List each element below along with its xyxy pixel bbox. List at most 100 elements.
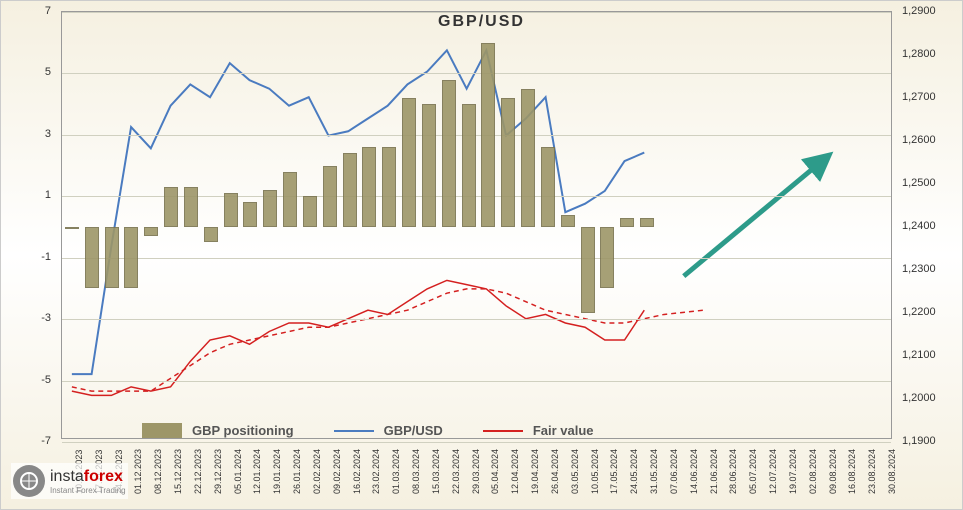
positioning-bar	[144, 227, 158, 236]
x-tick: 09.02.2024	[332, 449, 342, 494]
y-tick-left: 5	[26, 66, 51, 78]
x-tick: 10.05.2024	[590, 449, 600, 494]
legend-item-positioning: GBP positioning	[142, 423, 294, 438]
x-tick: 28.06.2024	[728, 449, 738, 494]
x-tick: 05.01.2024	[233, 449, 243, 494]
positioning-bar	[462, 104, 476, 227]
x-tick: 29.03.2024	[471, 449, 481, 494]
positioning-bar	[65, 227, 79, 229]
positioning-bar	[263, 190, 277, 227]
x-tick: 01.03.2024	[391, 449, 401, 494]
y-tick-left: -1	[26, 251, 51, 263]
y-tick-left: -5	[26, 374, 51, 386]
y-tick-right: 1,1900	[902, 435, 936, 447]
x-tick: 02.02.2024	[312, 449, 322, 494]
x-tick: 14.06.2024	[689, 449, 699, 494]
y-tick-left: 1	[26, 189, 51, 201]
x-tick: 12.01.2024	[252, 449, 262, 494]
positioning-bar	[640, 218, 654, 227]
y-tick-left: -7	[26, 435, 51, 447]
y-tick-right: 1,2700	[902, 91, 936, 103]
gridline	[62, 135, 891, 136]
x-tick: 08.12.2023	[153, 449, 163, 494]
positioning-bar	[343, 153, 357, 227]
positioning-bar	[422, 104, 436, 227]
positioning-bar	[382, 147, 396, 227]
x-tick: 08.03.2024	[411, 449, 421, 494]
y-tick-right: 1,2500	[902, 177, 936, 189]
x-tick: 07.06.2024	[669, 449, 679, 494]
legend-label: Fair value	[533, 423, 594, 438]
legend-item-fair_value: Fair value	[483, 423, 594, 438]
y-tick-right: 1,2000	[902, 392, 936, 404]
y-axis-right: 1,19001,20001,21001,22001,23001,24001,25…	[897, 11, 947, 439]
logo-text: instaforex	[50, 468, 126, 486]
logo-brand-2: forex	[84, 468, 123, 485]
positioning-bar	[362, 147, 376, 227]
y-tick-left: 3	[26, 128, 51, 140]
x-tick: 29.12.2023	[213, 449, 223, 494]
legend-swatch	[142, 423, 182, 438]
x-tick: 09.08.2024	[828, 449, 838, 494]
forecast-arrow	[684, 161, 822, 276]
positioning-bar	[442, 80, 456, 227]
legend-label: GBP positioning	[192, 423, 294, 438]
y-tick-right: 1,2100	[902, 349, 936, 361]
positioning-bar	[323, 166, 337, 227]
chart-container: GBP positioningGBP/USDFair value	[61, 11, 892, 439]
x-tick: 26.01.2024	[292, 449, 302, 494]
x-tick: 05.04.2024	[490, 449, 500, 494]
positioning-bar	[501, 98, 515, 227]
positioning-bar	[600, 227, 614, 288]
logo: instaforex Instant Forex Trading	[11, 463, 128, 499]
x-tick: 15.12.2023	[173, 449, 183, 494]
x-tick: 26.04.2024	[550, 449, 560, 494]
legend-swatch	[334, 430, 374, 432]
plot-area	[62, 12, 891, 438]
x-tick: 05.07.2024	[748, 449, 758, 494]
gridline	[62, 381, 891, 382]
positioning-bar	[124, 227, 138, 288]
x-tick: 16.08.2024	[847, 449, 857, 494]
legend: GBP positioningGBP/USDFair value	[142, 423, 594, 438]
y-tick-right: 1,2400	[902, 220, 936, 232]
positioning-bar	[105, 227, 119, 288]
legend-swatch	[483, 430, 523, 432]
y-tick-right: 1,2900	[902, 5, 936, 17]
positioning-bar	[243, 202, 257, 227]
x-tick: 21.06.2024	[709, 449, 719, 494]
gridline	[62, 73, 891, 74]
y-axis-left: -7-5-3-11357	[26, 11, 56, 439]
positioning-bar	[521, 89, 535, 227]
positioning-bar	[283, 172, 297, 227]
logo-tagline: Instant Forex Trading	[50, 486, 126, 495]
x-tick: 17.05.2024	[609, 449, 619, 494]
logo-text-wrap: instaforex Instant Forex Trading	[50, 468, 126, 495]
positioning-bar	[402, 98, 416, 227]
x-tick: 16.02.2024	[352, 449, 362, 494]
positioning-bar	[581, 227, 595, 313]
positioning-bar	[561, 215, 575, 227]
x-tick: 22.03.2024	[451, 449, 461, 494]
x-axis: 10.11.202317.11.202324.11.202301.12.2023…	[61, 439, 892, 509]
x-tick: 15.03.2024	[431, 449, 441, 494]
x-tick: 19.07.2024	[788, 449, 798, 494]
x-tick: 19.01.2024	[272, 449, 282, 494]
y-tick-right: 1,2800	[902, 48, 936, 60]
x-tick: 22.12.2023	[193, 449, 203, 494]
positioning-bar	[224, 193, 238, 227]
x-tick: 19.04.2024	[530, 449, 540, 494]
y-tick-right: 1,2200	[902, 306, 936, 318]
gridline	[62, 258, 891, 259]
x-tick: 12.07.2024	[768, 449, 778, 494]
positioning-bar	[303, 196, 317, 227]
positioning-bar	[164, 187, 178, 227]
x-tick: 03.05.2024	[570, 449, 580, 494]
positioning-bar	[481, 43, 495, 227]
positioning-bar	[184, 187, 198, 227]
gridline	[62, 319, 891, 320]
y-tick-left: -3	[26, 312, 51, 324]
logo-icon	[13, 465, 45, 497]
positioning-bar	[85, 227, 99, 288]
x-tick: 30.08.2024	[887, 449, 897, 494]
